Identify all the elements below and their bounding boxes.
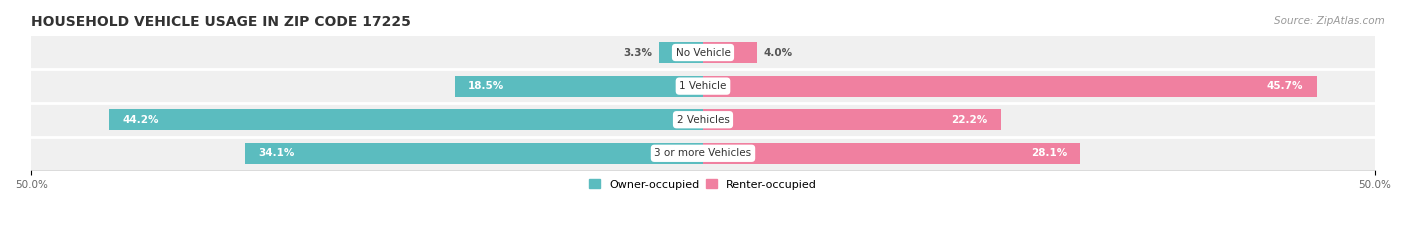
Bar bbox=[110, 109, 703, 130]
Text: 22.2%: 22.2% bbox=[952, 115, 988, 125]
Bar bbox=[454, 76, 703, 96]
Bar bbox=[703, 143, 1080, 164]
Bar bbox=[31, 137, 1375, 170]
Text: 1 Vehicle: 1 Vehicle bbox=[679, 81, 727, 91]
Legend: Owner-occupied, Renter-occupied: Owner-occupied, Renter-occupied bbox=[585, 175, 821, 194]
Text: 3.3%: 3.3% bbox=[623, 48, 652, 58]
Bar bbox=[245, 143, 703, 164]
Bar bbox=[31, 36, 1375, 69]
Bar bbox=[31, 103, 1375, 137]
Text: 4.0%: 4.0% bbox=[763, 48, 793, 58]
Text: 34.1%: 34.1% bbox=[259, 148, 295, 158]
Bar bbox=[31, 69, 1375, 103]
Text: 44.2%: 44.2% bbox=[122, 115, 159, 125]
Text: HOUSEHOLD VEHICLE USAGE IN ZIP CODE 17225: HOUSEHOLD VEHICLE USAGE IN ZIP CODE 1722… bbox=[31, 15, 412, 29]
Bar bbox=[658, 42, 703, 63]
Text: 3 or more Vehicles: 3 or more Vehicles bbox=[654, 148, 752, 158]
Text: 18.5%: 18.5% bbox=[468, 81, 505, 91]
Text: No Vehicle: No Vehicle bbox=[675, 48, 731, 58]
Bar bbox=[703, 42, 756, 63]
Text: 45.7%: 45.7% bbox=[1267, 81, 1303, 91]
Bar bbox=[703, 109, 1001, 130]
Bar bbox=[703, 76, 1317, 96]
Text: 28.1%: 28.1% bbox=[1031, 148, 1067, 158]
Text: Source: ZipAtlas.com: Source: ZipAtlas.com bbox=[1274, 16, 1385, 26]
Text: 2 Vehicles: 2 Vehicles bbox=[676, 115, 730, 125]
